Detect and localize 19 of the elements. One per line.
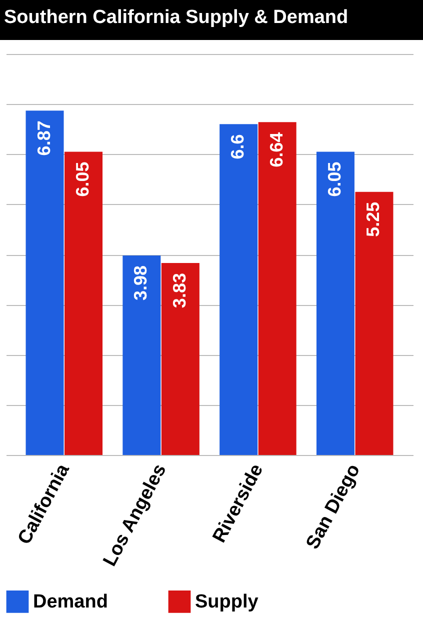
data-label: 6.87 [34, 120, 54, 156]
bar [220, 124, 258, 455]
data-label: 3.83 [169, 273, 190, 308]
legend-label: Supply [195, 592, 259, 613]
data-label: 6.64 [266, 132, 286, 168]
bar [122, 256, 161, 455]
bar [64, 152, 103, 455]
legend-label: Demand [33, 592, 108, 613]
bar [355, 192, 394, 455]
chart-title: Southern California Supply & Demand [4, 7, 348, 28]
data-label: 6.05 [72, 162, 93, 197]
data-label: 3.98 [130, 266, 151, 301]
bar [26, 110, 64, 455]
bar [161, 263, 200, 455]
bar [258, 122, 296, 455]
data-label: 5.25 [363, 202, 384, 237]
data-label: 6.6 [228, 134, 248, 160]
bar [316, 152, 354, 455]
data-label: 6.05 [324, 162, 344, 197]
